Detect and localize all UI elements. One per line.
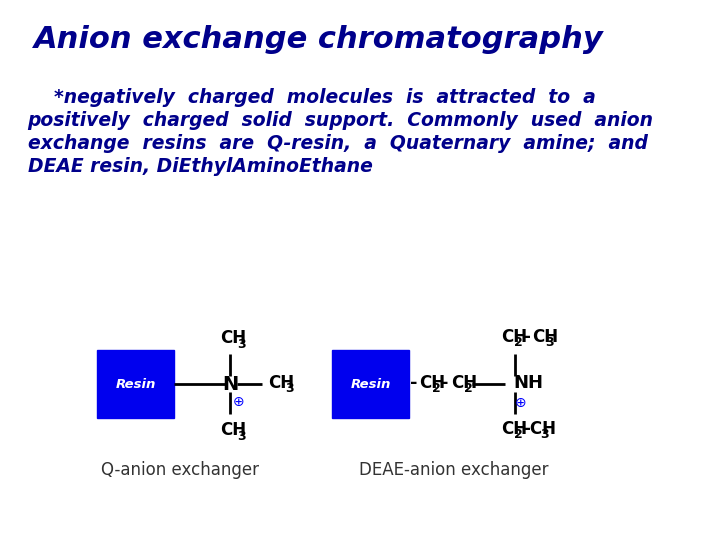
- Text: -CH: -CH: [523, 420, 556, 438]
- Text: NH: NH: [513, 374, 544, 392]
- Text: CH: CH: [220, 329, 246, 347]
- Text: DEAE-anion exchanger: DEAE-anion exchanger: [359, 461, 549, 479]
- Text: DEAE resin, DiEthylAminoEthane: DEAE resin, DiEthylAminoEthane: [27, 157, 372, 176]
- Bar: [97, 350, 174, 418]
- Text: *negatively  charged  molecules  is  attracted  to  a: *negatively charged molecules is attract…: [27, 88, 595, 107]
- Text: -: -: [523, 328, 530, 346]
- Text: CH: CH: [419, 374, 446, 392]
- Text: -: -: [410, 374, 418, 392]
- Text: CH: CH: [220, 421, 246, 439]
- Text: 3: 3: [238, 338, 246, 350]
- Text: 3: 3: [541, 429, 549, 442]
- Text: CH: CH: [531, 328, 558, 346]
- Bar: [333, 350, 409, 418]
- Text: 2: 2: [514, 336, 523, 349]
- Text: ⊕: ⊕: [515, 396, 526, 410]
- Text: CH: CH: [501, 420, 527, 438]
- Text: N: N: [222, 375, 238, 394]
- Text: -: -: [441, 374, 449, 392]
- Text: Resin: Resin: [115, 377, 156, 390]
- Text: CH: CH: [501, 328, 527, 346]
- Text: positively  charged  solid  support.  Commonly  used  anion: positively charged solid support. Common…: [27, 111, 654, 130]
- Text: exchange  resins  are  Q-resin,  a  Quaternary  amine;  and: exchange resins are Q-resin, a Quaternar…: [27, 134, 647, 153]
- Text: 3: 3: [285, 382, 294, 395]
- Text: CH: CH: [268, 374, 294, 392]
- Text: Anion exchange chromatography: Anion exchange chromatography: [35, 25, 604, 55]
- Text: CH: CH: [451, 374, 477, 392]
- Text: 2: 2: [514, 429, 523, 442]
- Text: 3: 3: [545, 336, 554, 349]
- Text: 3: 3: [238, 429, 246, 442]
- Text: 2: 2: [433, 382, 441, 395]
- Text: Resin: Resin: [351, 377, 391, 390]
- Text: Q-anion exchanger: Q-anion exchanger: [101, 461, 259, 479]
- Text: 2: 2: [464, 382, 472, 395]
- Text: ⊕: ⊕: [233, 395, 244, 409]
